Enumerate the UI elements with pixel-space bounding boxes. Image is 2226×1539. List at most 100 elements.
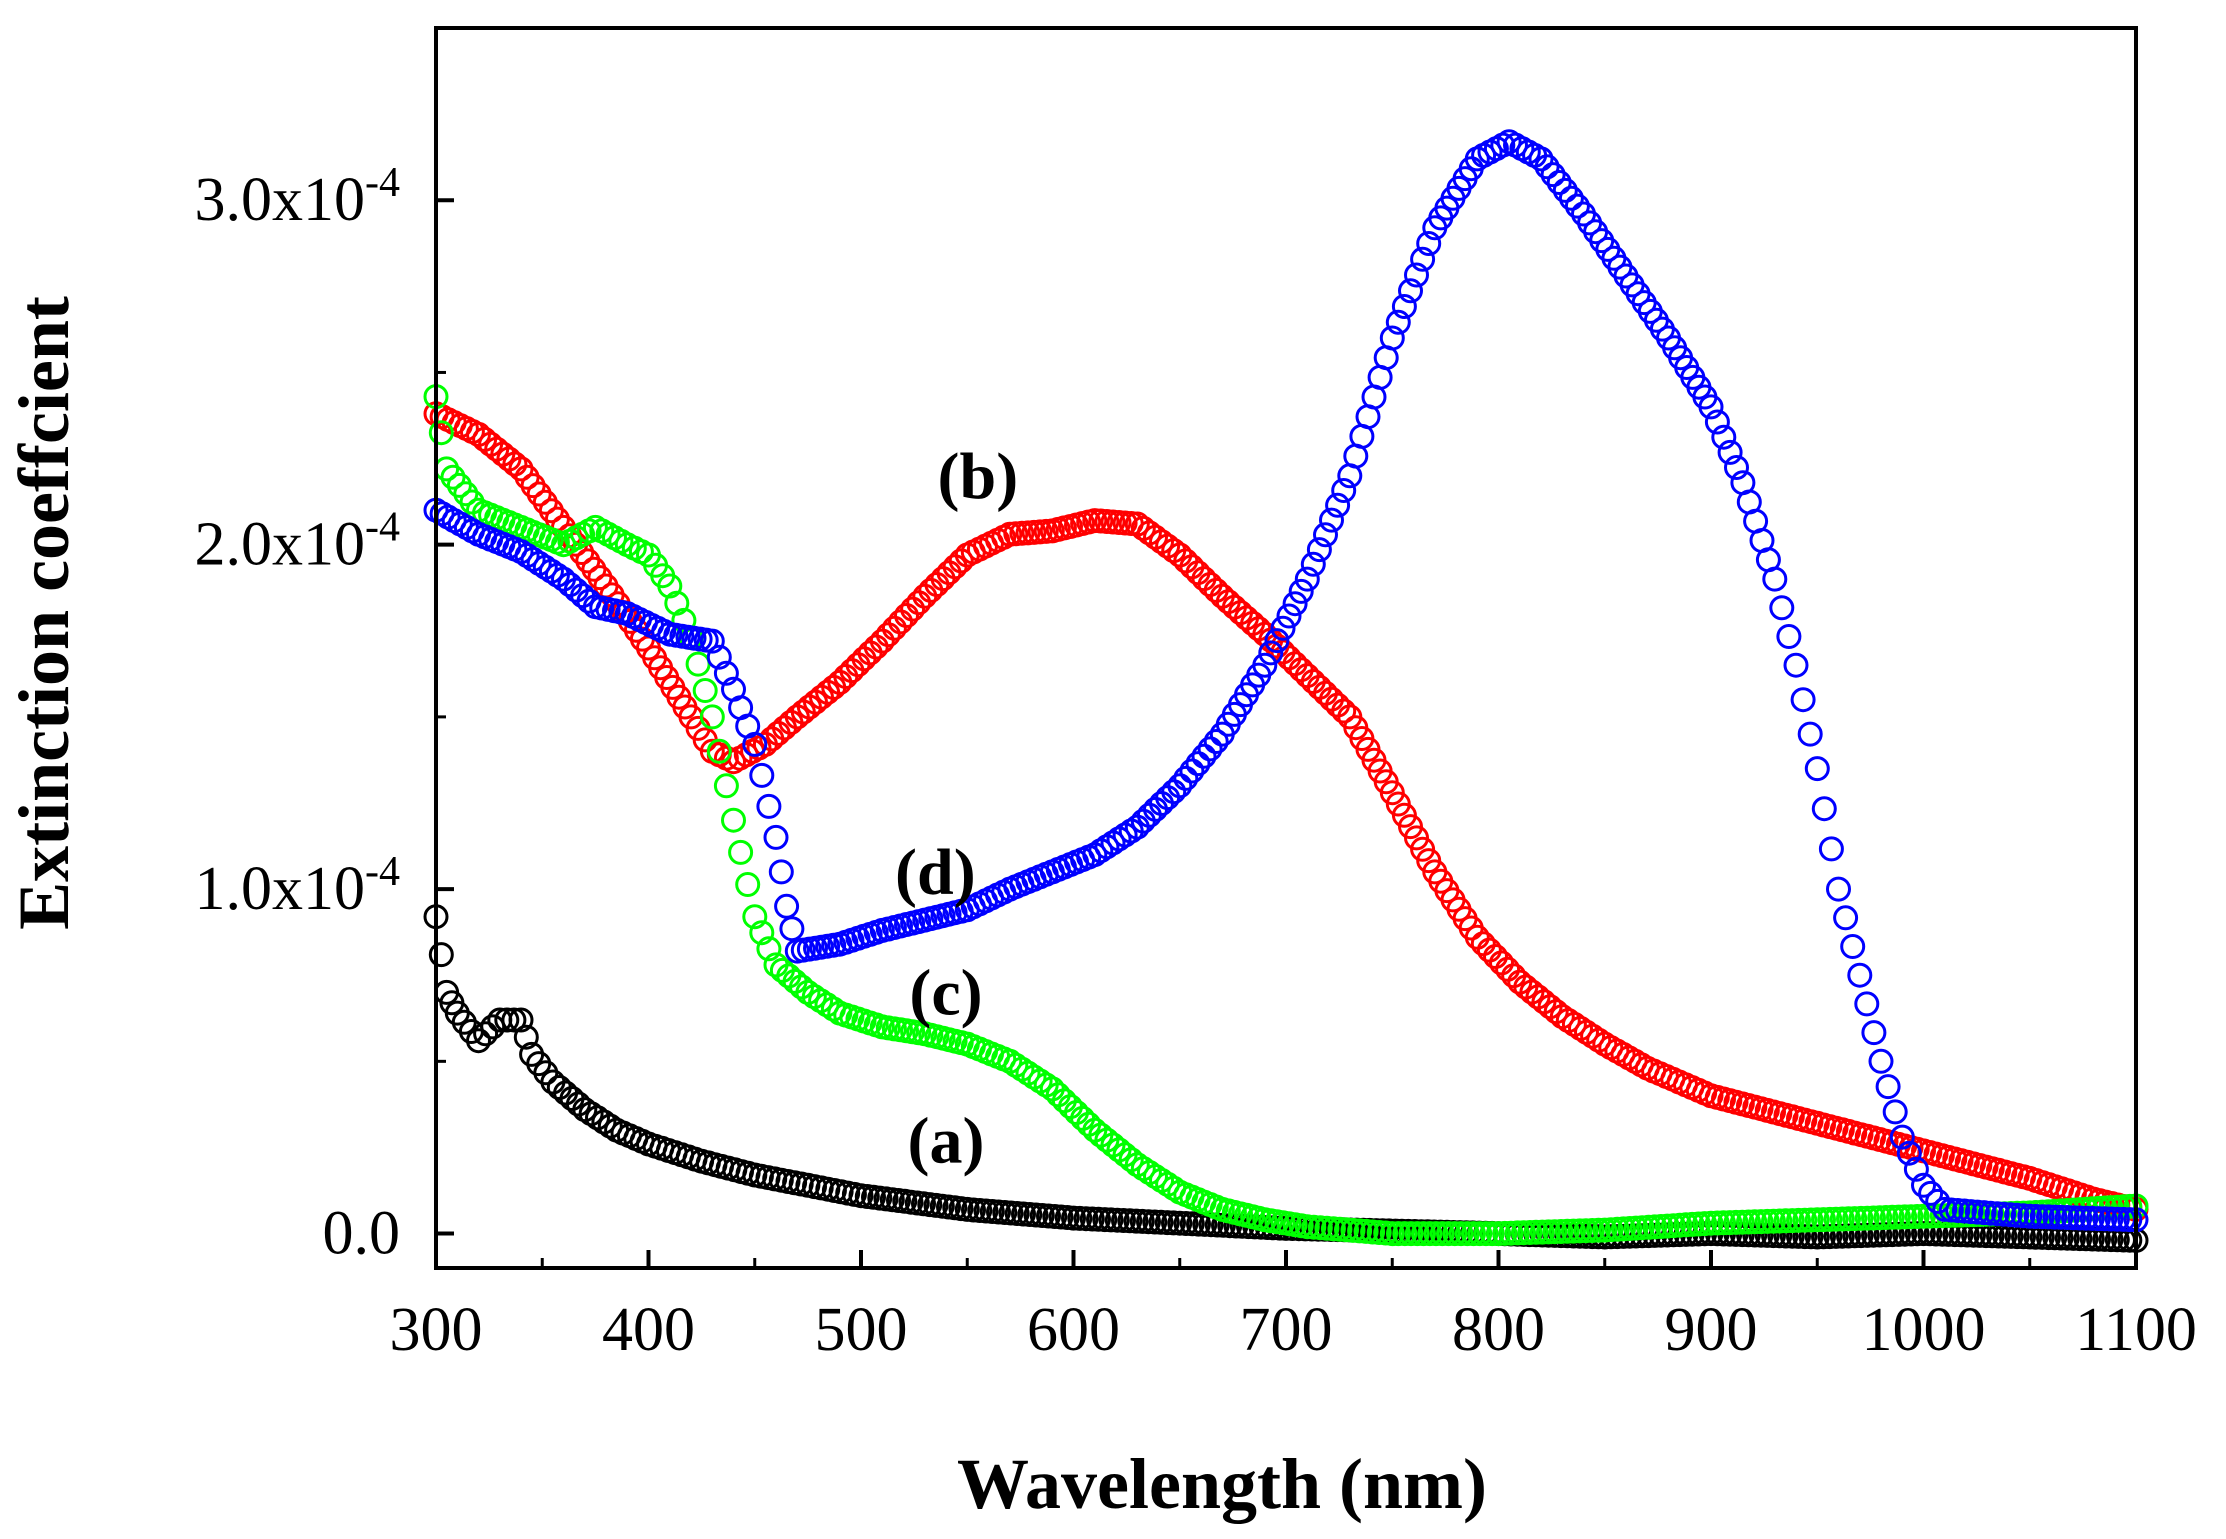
marker-point [1027,1068,1053,1094]
marker-point [1325,492,1351,518]
marker-point [1483,944,1508,969]
marker-point [1398,278,1423,304]
marker-point [749,920,775,946]
marker-point [1476,937,1502,963]
marker-point [1161,779,1187,805]
marker-point [1070,1105,1096,1131]
marker-point [1294,566,1320,592]
x-tick-label: 800 [1452,1296,1545,1364]
marker-point [1786,1207,1811,1233]
marker-point [774,893,800,919]
marker-point [1698,394,1724,420]
marker-point [1580,1023,1606,1049]
marker-point [1386,1221,1411,1247]
marker-point [1429,1221,1455,1247]
marker-point [1467,1221,1493,1247]
marker-point [1892,1221,1918,1247]
marker-point [572,1097,598,1123]
marker-point [585,1105,610,1131]
marker-point [1294,663,1320,689]
series-3 [423,384,2149,1247]
x-tick-label: 1000 [1862,1296,1986,1364]
marker-point [1761,1223,1786,1249]
marker-point [894,603,919,628]
x-tick-label: 600 [1027,1296,1120,1364]
marker-point [1833,905,1859,931]
marker-point [1136,802,1162,828]
marker-point [1918,1180,1944,1206]
marker-point [839,658,865,684]
marker-point [1185,560,1211,586]
x-tick-label: 1100 [2075,1296,2197,1364]
marker-point [1404,1221,1430,1247]
marker-point [1704,409,1730,435]
marker-point [1489,950,1514,976]
marker-point [1861,1020,1887,1046]
marker-point [1798,1224,1824,1250]
marker-point [713,660,739,686]
marker-point [1561,1218,1586,1244]
marker-point [942,554,968,580]
marker-point [466,1028,491,1054]
marker-point [1717,439,1743,465]
marker-point [1197,572,1223,597]
marker-point [1903,1156,1929,1182]
marker-point [1586,1217,1611,1243]
marker-point [1288,657,1314,683]
marker-point [685,651,711,677]
marker-point [520,546,546,572]
marker-point [1300,669,1326,694]
marker-point [1586,1027,1612,1053]
marker-point [1854,991,1880,1017]
marker-point [728,839,754,865]
marker-point [1264,628,1290,654]
marker-point [1411,1221,1436,1247]
plot-frame [434,26,2138,1270]
y-tick-label: 0.0 [323,1200,401,1268]
marker-point [888,609,913,635]
marker-point [706,738,732,764]
marker-point [1282,591,1308,617]
marker-point [1143,1164,1168,1189]
marker-point [1124,1152,1150,1178]
marker-point [1130,1156,1156,1182]
marker-point [1786,1223,1811,1249]
marker-point [779,916,805,942]
marker-point [814,992,840,1018]
marker-point [1548,1219,1574,1244]
marker-point [801,984,827,1010]
marker-point [1904,1221,1930,1247]
marker-point [1549,1004,1575,1030]
marker-point [1511,1220,1536,1246]
marker-point [1558,185,1584,211]
marker-point [1811,796,1837,822]
marker-point [1331,698,1357,724]
marker-point [1540,162,1566,188]
marker-point [508,539,534,565]
marker-point [428,942,454,968]
marker-point [1773,1208,1799,1234]
marker-point [1470,931,1496,957]
x-tick-label: 400 [602,1296,695,1364]
marker-point [1736,1209,1761,1235]
marker-point [1282,651,1308,677]
marker-point [1811,1224,1836,1250]
marker-point [2073,1205,2099,1231]
marker-point [1064,1100,1089,1125]
marker-point [1436,1221,1461,1247]
marker-point [1798,1207,1824,1233]
marker-point [1143,796,1168,822]
marker-point [1711,424,1737,450]
marker-point [1410,246,1436,272]
marker-point [1546,170,1572,195]
marker-point [1724,455,1749,480]
marker-point [692,678,718,703]
marker-point [1306,537,1332,563]
x-axis-title: Wavelength (nm) [957,1444,1487,1524]
marker-point [1423,1221,1449,1247]
marker-point [1826,876,1851,902]
ticks-layer: 300 400 500 600 700 800 900 1000 1100 0.0 1.0x10-4… [195,160,2197,1364]
marker-point [863,634,889,660]
marker-point [1058,1094,1083,1120]
series-label: (c) [909,956,982,1029]
